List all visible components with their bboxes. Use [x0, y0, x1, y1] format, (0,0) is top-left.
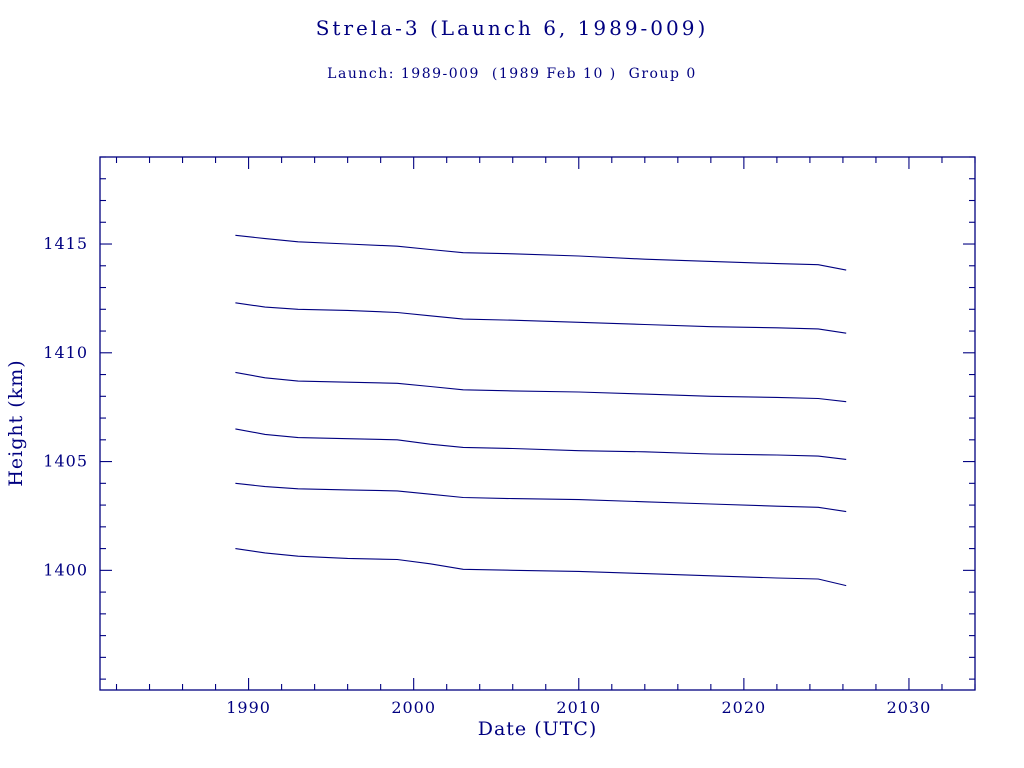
y-tick-label: 1400 — [43, 560, 88, 579]
chart-subtitle: Launch: 1989-009 (1989 Feb 10 ) Group 0 — [327, 66, 697, 82]
plot-border — [99, 156, 976, 691]
x-tick-label: 2030 — [887, 698, 932, 717]
data-line-object-3 — [235, 371, 847, 403]
data-line-object-1 — [235, 234, 847, 271]
y-tick-label: 1410 — [43, 343, 88, 362]
x-tick-label: 2000 — [391, 698, 436, 717]
x-axis-label: Date (UTC) — [477, 718, 598, 740]
y-tick-label: 1415 — [43, 234, 88, 253]
x-tick-label: 1990 — [226, 698, 271, 717]
y-tick-label: 1405 — [43, 452, 88, 471]
chart-title: Strela-3 (Launch 6, 1989-009) — [315, 16, 709, 40]
x-tick-label: 2020 — [722, 698, 767, 717]
y-axis-label: Height (km) — [5, 359, 27, 487]
data-line-object-4 — [235, 428, 847, 460]
data-line-object-5 — [235, 482, 847, 513]
data-line-object-2 — [235, 302, 847, 334]
data-line-object-6 — [235, 548, 847, 587]
x-tick-label: 2010 — [556, 698, 601, 717]
